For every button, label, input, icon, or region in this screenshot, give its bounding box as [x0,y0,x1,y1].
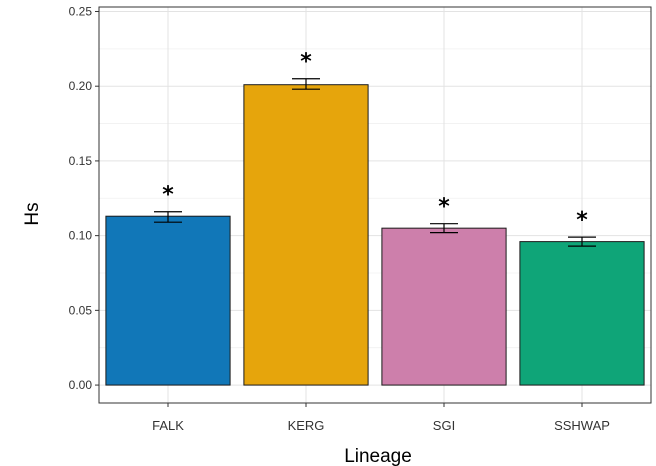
y-tick-label: 0.25 [69,4,93,18]
x-axis: FALK KERG SGI SSHWAP [152,403,610,433]
plot-panel-border [98,6,652,404]
bar-sgi [381,227,507,386]
y-axis-title: Hs [22,202,43,225]
bars [105,84,645,386]
y-tick-label: 0.05 [69,303,93,317]
significance-star-falk: * [162,183,174,208]
y-tick-label: 0.20 [69,79,93,93]
x-tick-label: SSHWAP [554,418,610,433]
y-tick-label: 0.10 [69,229,93,243]
significance-markers: * * * * [162,50,588,233]
error-bar-sgi [430,223,458,234]
x-tick-label: SGI [433,418,455,433]
y-tick-label: 0.15 [69,154,93,168]
significance-star-sshwap: * [576,208,588,233]
significance-star-sgi: * [438,195,450,220]
x-tick-label: KERG [288,418,325,433]
error-bar-falk [154,211,182,223]
error-bars [154,78,596,247]
y-tick-label: 0.00 [69,378,93,392]
significance-star-kerg: * [300,50,312,75]
bar-falk [105,215,231,386]
error-bar-sshwap [568,236,596,247]
x-tick-label: FALK [152,418,184,433]
y-axis: 0.00 0.05 0.10 0.15 0.20 0.25 [69,4,99,392]
bar-sshwap [519,241,645,386]
x-axis-title: Lineage [344,446,412,466]
error-bar-kerg [292,78,320,90]
bar-kerg [243,84,369,386]
